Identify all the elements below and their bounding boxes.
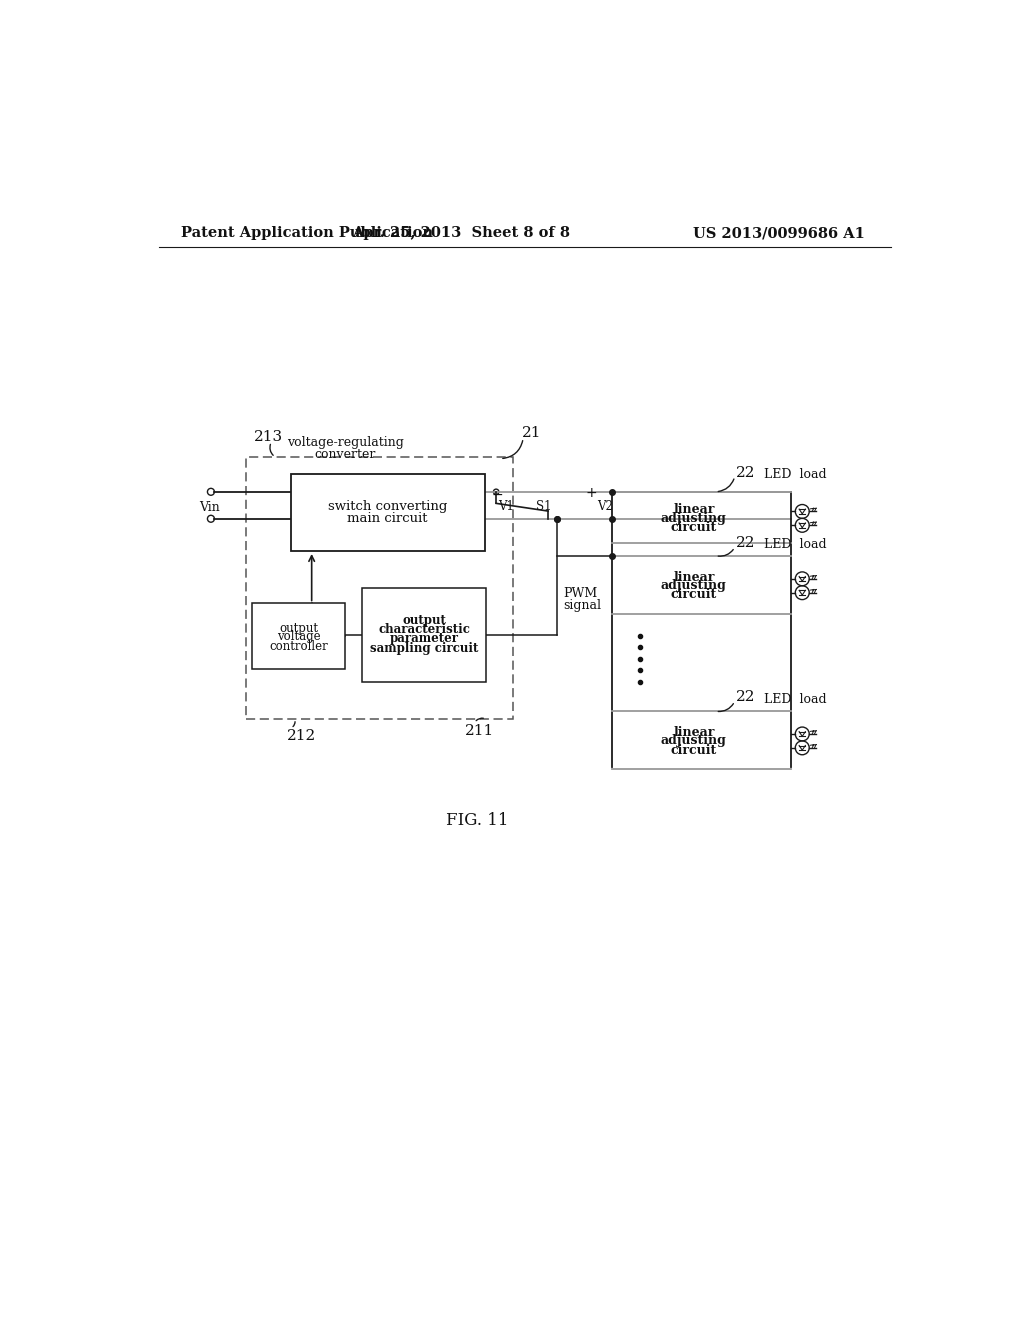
Text: Vin: Vin (199, 500, 220, 513)
Text: switch converting: switch converting (328, 500, 447, 513)
Text: −: − (492, 488, 503, 502)
Bar (291, 474, 484, 552)
Text: voltage-regulating: voltage-regulating (287, 436, 403, 449)
Text: 212: 212 (287, 729, 316, 743)
Text: parameter: parameter (389, 632, 459, 645)
Text: 22: 22 (736, 466, 756, 479)
Text: sampling circuit: sampling circuit (370, 642, 478, 655)
Bar (252, 603, 345, 669)
Text: adjusting: adjusting (660, 734, 727, 747)
Text: characteristic: characteristic (378, 623, 470, 636)
Text: LED  load: LED load (764, 693, 826, 706)
Text: FIG. 11: FIG. 11 (445, 812, 508, 829)
Text: US 2013/0099686 A1: US 2013/0099686 A1 (693, 226, 865, 240)
Text: adjusting: adjusting (660, 512, 727, 525)
Text: V1: V1 (499, 500, 514, 513)
Text: 211: 211 (465, 723, 495, 738)
Text: 213: 213 (254, 430, 284, 444)
Text: 21: 21 (521, 426, 542, 441)
Text: PWM: PWM (563, 587, 598, 601)
Text: 22: 22 (736, 690, 756, 705)
Text: V2: V2 (597, 500, 612, 513)
Text: linear: linear (673, 570, 715, 583)
Text: +: + (586, 486, 597, 500)
Text: main circuit: main circuit (347, 512, 428, 525)
Text: circuit: circuit (671, 521, 717, 535)
Text: controller: controller (269, 640, 328, 652)
Text: linear: linear (673, 726, 715, 739)
Bar (362, 589, 486, 682)
Text: voltage: voltage (276, 631, 321, 643)
Text: output: output (402, 614, 446, 627)
Text: LED  load: LED load (764, 539, 826, 552)
Text: signal: signal (563, 598, 601, 611)
Text: converter: converter (314, 447, 376, 461)
Text: linear: linear (673, 503, 715, 516)
Text: adjusting: adjusting (660, 579, 727, 593)
Text: circuit: circuit (671, 743, 717, 756)
Bar (246, 457, 513, 719)
Text: S1: S1 (537, 500, 552, 513)
Text: Apr. 25, 2013  Sheet 8 of 8: Apr. 25, 2013 Sheet 8 of 8 (352, 226, 570, 240)
Text: LED  load: LED load (764, 467, 826, 480)
Text: Patent Application Publication: Patent Application Publication (180, 226, 433, 240)
Text: output: output (279, 622, 318, 635)
Text: circuit: circuit (671, 589, 717, 602)
Text: 22: 22 (736, 536, 756, 550)
